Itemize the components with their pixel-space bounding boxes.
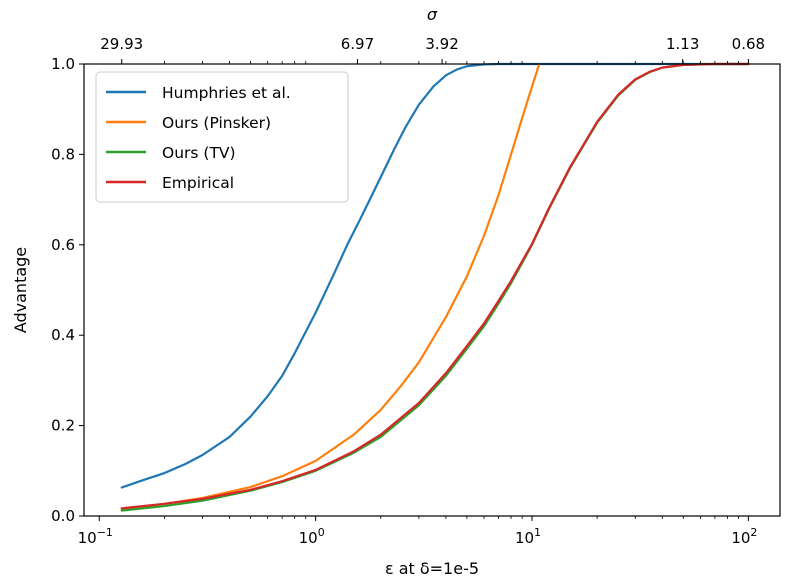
series-line-3 xyxy=(120,62,750,510)
legend-label-0: Humphries et al. xyxy=(162,84,291,102)
y-tick-label: 0.0 xyxy=(51,507,75,525)
top-axis-label: σ xyxy=(427,5,438,24)
legend-label-3: Empirical xyxy=(162,174,234,192)
x-tick-label: 102 xyxy=(731,526,757,547)
axis-ticks: 0.0 0.2 0.4 0.6 0.8 1.0 10−1 100 101 102 29.93 6.97… xyxy=(51,35,765,547)
x-axis-label: ε at δ=1e-5 xyxy=(385,559,479,578)
top-tick-label: 6.97 xyxy=(341,35,374,53)
y-axis-label: Advantage xyxy=(11,247,30,333)
x-tick-label: 101 xyxy=(515,526,541,547)
y-tick-label: 0.2 xyxy=(51,417,75,435)
y-tick-label: 0.8 xyxy=(51,145,75,163)
plot-frame xyxy=(83,63,781,517)
x-tick-label: 10−1 xyxy=(78,526,113,547)
top-tick-label: 0.68 xyxy=(732,35,765,53)
y-tick-label: 0.6 xyxy=(51,236,75,254)
x-tick-label: 100 xyxy=(299,526,325,547)
series-line-1 xyxy=(120,62,541,511)
top-tick-label: 1.13 xyxy=(666,35,699,53)
y-tick-label: 1.0 xyxy=(51,55,75,73)
y-tick-label: 0.4 xyxy=(51,326,75,344)
legend-label-1: Ours (Pinsker) xyxy=(162,114,271,132)
legend-label-2: Ours (TV) xyxy=(162,144,236,162)
top-tick-label: 3.92 xyxy=(425,35,458,53)
legend: Humphries et al. Ours (Pinsker) Ours (TV) E… xyxy=(95,71,349,203)
legend-box xyxy=(95,71,349,203)
top-tick-label: 29.93 xyxy=(100,35,143,53)
